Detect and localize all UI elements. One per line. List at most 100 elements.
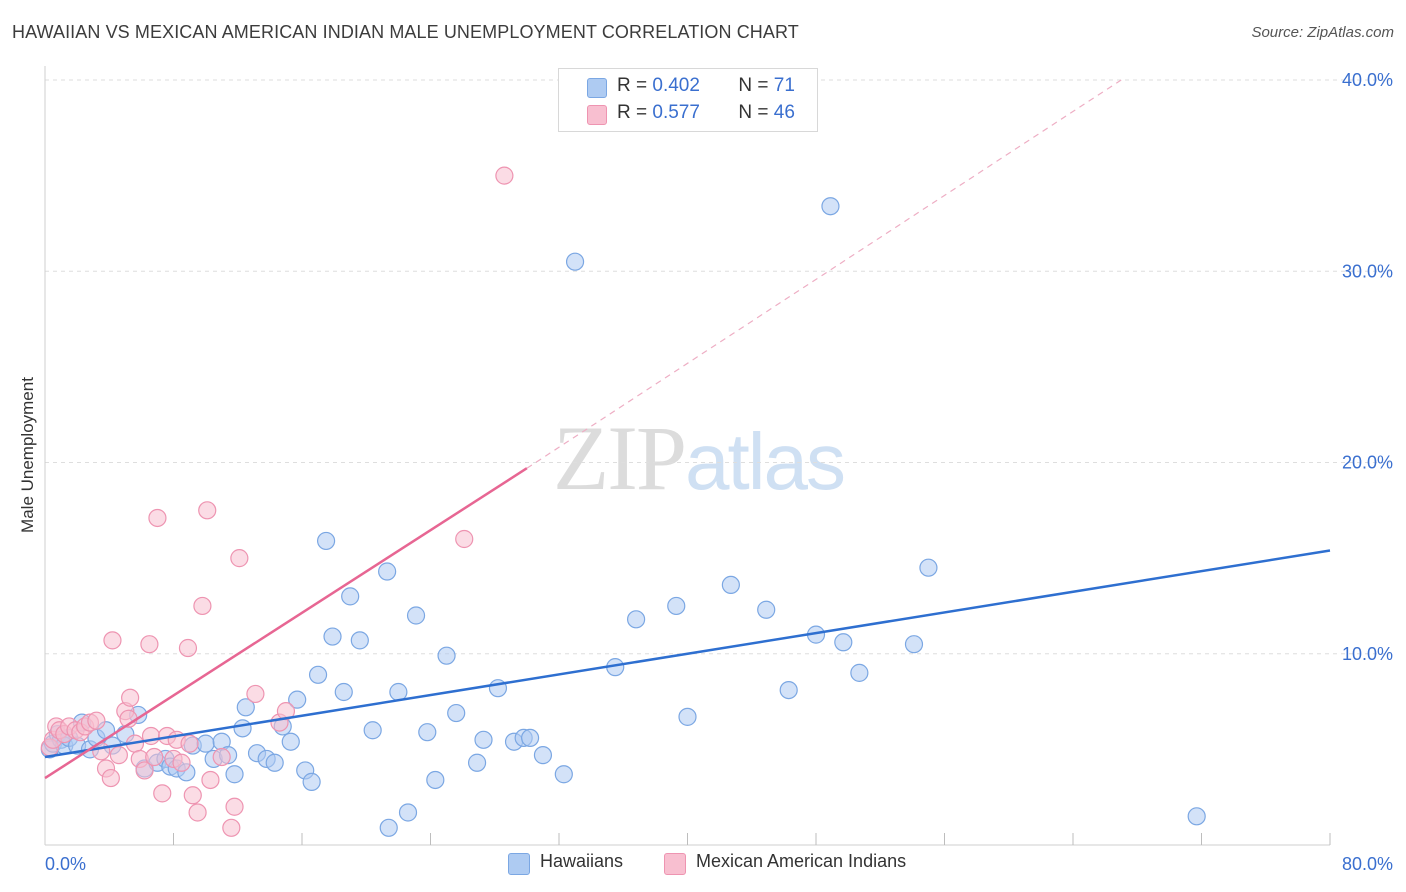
mexican-american-indians-point [193,596,212,616]
hawaiians-point [678,707,697,726]
legend-swatch-mexican-american-indians [664,853,686,875]
hawaiians-point [316,531,336,551]
mexican-american-indians-point [230,549,249,568]
hawaiians-point [196,734,215,753]
y-tick-label: 20.0% [1342,453,1393,473]
hawaiians-point [520,728,540,748]
mexican-american-indians-point [140,635,159,654]
hawaiians-point [398,803,418,822]
hawaiians-point [779,680,798,700]
chart-title: HAWAIIAN VS MEXICAN AMERICAN INDIAN MALE… [12,22,799,42]
hawaiians-point [850,663,869,682]
hawaiians-point [225,765,244,784]
hawaiians-point [821,197,840,216]
mexican-american-indians-point [455,529,474,549]
mexican-american-indians-trend-line [44,467,528,780]
hawaiians-point [323,627,342,646]
hawaiians-point [721,575,740,595]
hawaiians-point [474,730,493,749]
r-value-mexican-american-indians: 0.577 [652,102,700,123]
hawaiians-point [379,818,398,837]
mexican-american-indians-point [103,631,122,650]
y-tick-label: 40.0% [1342,70,1393,90]
hawaiians-point [363,721,382,740]
n-value-mexican-american-indians: 46 [773,102,795,123]
y-tick-label: 30.0% [1342,261,1393,281]
watermark-atlas: atlas [685,417,846,506]
mexican-american-indians-trend-line-extension [526,79,1122,469]
y-tick-label: 10.0% [1342,644,1393,664]
legend-label-hawaiians: Hawaiians [540,851,624,871]
legend-label-mexican-american-indians: Mexican American Indians [696,851,907,871]
hawaiians-point [533,746,553,765]
mexican-american-indians-point [109,746,128,765]
hawaiians-point [437,646,456,665]
mexican-american-indians-point [178,638,198,658]
mexican-american-indians-point [148,508,167,528]
legend-swatch-hawaiians [587,78,607,98]
hawaiians-point [308,665,328,684]
hawaiians-point [757,600,776,619]
x-tick-label-max: 80.0% [1342,854,1393,874]
correlation-legend: R = 0.402 N = 71 R = 0.577 N = 46 [558,68,818,132]
hawaiians-point [467,753,487,772]
legend-swatch-mexican-american-indians [587,105,607,125]
mexican-american-indians-point [87,711,106,730]
hawaiians-point [565,252,585,271]
hawaiians-point [406,606,426,625]
r-label: R = [617,102,653,123]
mexican-american-indians-point [145,747,164,767]
hawaiians-point [834,633,853,652]
hawaiians-point [626,610,646,629]
mexican-american-indians-point [172,753,191,772]
hawaiians-point [378,562,397,581]
hawaiians-point [233,719,252,738]
watermark-zip: ZIP [553,407,687,509]
r-label: R = [617,75,653,96]
hawaiians-point [341,587,360,606]
hawaiians-point [236,698,255,717]
hawaiians-point [554,765,573,784]
hawaiians-point [919,558,938,577]
hawaiians-point [288,690,307,709]
watermark: ZIPatlas [553,405,846,511]
hawaiians-point [904,635,924,654]
hawaiians-point [334,682,353,702]
mexican-american-indians-point [495,166,514,185]
mexican-american-indians-point [180,734,199,753]
n-label: N = [738,102,774,123]
legend-stats-hawaiians: R = 0.402 N = 71 [617,75,795,97]
hawaiians-point [447,703,466,723]
x-tick-label-min: 0.0% [45,854,86,874]
source-label: Source: ZipAtlas.com [1251,24,1394,41]
legend-stats-mexican-american-indians: R = 0.577 N = 46 [617,102,795,124]
hawaiians-point [389,682,408,702]
mexican-american-indians-point [222,818,241,837]
mexican-american-indians-point [246,684,265,704]
mexican-american-indians-point [121,688,140,707]
n-value-hawaiians: 71 [773,75,795,96]
legend-swatch-hawaiians [508,853,530,875]
mexican-american-indians-point [101,768,120,788]
hawaiians-trend-line [44,549,1331,759]
mexican-american-indians-point [225,797,244,816]
hawaiians-point [426,770,445,790]
series-legend: Hawaiians Mexican American Indians [0,851,1406,877]
mexican-american-indians-point [153,784,172,803]
mexican-american-indians-point [198,501,217,520]
mexican-american-indians-point [188,803,207,822]
mexican-american-indians-point [276,702,296,721]
n-label: N = [738,75,774,96]
hawaiians-point [281,732,300,751]
hawaiians-point [350,631,369,650]
hawaiians-point [1187,807,1206,826]
hawaiians-point [418,723,437,742]
mexican-american-indians-point [201,770,220,790]
mexican-american-indians-point [135,761,154,780]
hawaiians-point [302,772,321,791]
hawaiians-point [265,753,284,772]
hawaiians-point [667,596,686,616]
r-value-hawaiians: 0.402 [652,75,700,96]
mexican-american-indians-point [212,747,231,767]
